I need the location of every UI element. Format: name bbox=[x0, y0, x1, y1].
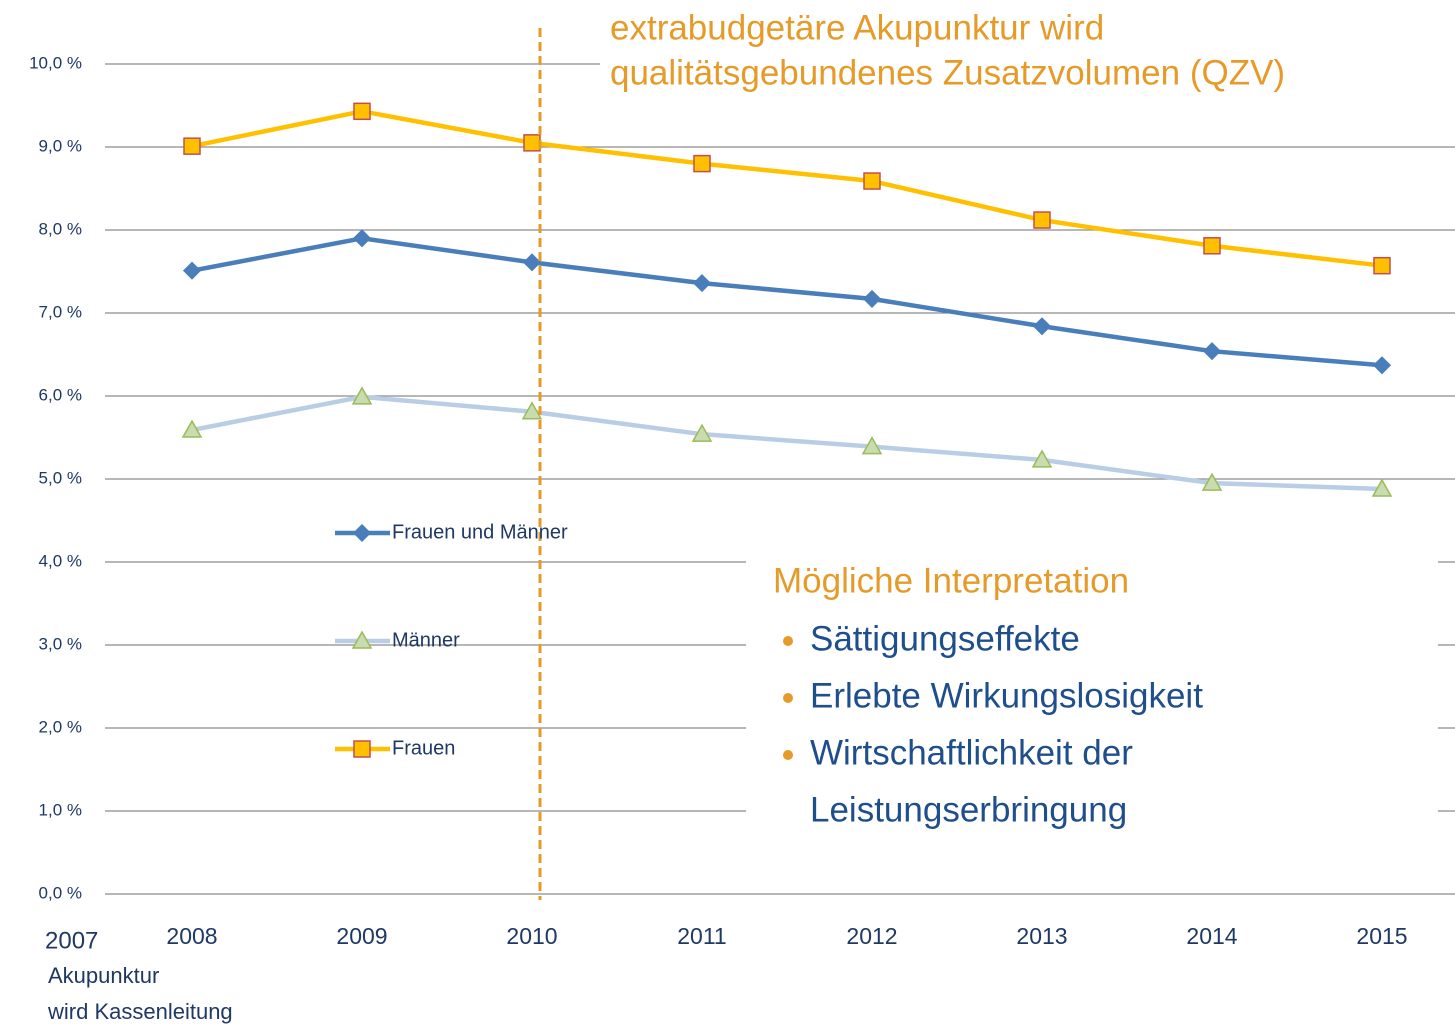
legend-label: Frauen und Männer bbox=[392, 521, 568, 543]
x-tick-label: 2013 bbox=[1016, 923, 1067, 949]
bullet-text: Wirtschaftlichkeit der bbox=[810, 733, 1133, 772]
annotation-box bbox=[600, 0, 1455, 102]
bullet-dot bbox=[783, 636, 793, 646]
x-tick-label: 2010 bbox=[506, 923, 557, 949]
note-text: wird Kassenleitung bbox=[47, 999, 233, 1024]
y-tick-label: 10,0 % bbox=[29, 53, 82, 72]
point bbox=[693, 154, 711, 173]
point bbox=[862, 289, 882, 308]
x-tick-label: 2015 bbox=[1356, 923, 1407, 949]
bullet-text: Leistungserbringung bbox=[810, 790, 1127, 829]
series-layer bbox=[181, 102, 1393, 497]
point bbox=[1203, 237, 1221, 255]
legend-marker bbox=[351, 630, 373, 649]
labels: 0,0 % 1,0 % 2,0 % 3,0 % 4,0 % 5,0 % 6,0 % 7,0 %… bbox=[29, 8, 1408, 1024]
point bbox=[1032, 317, 1052, 336]
y-tick-label: 6,0 % bbox=[39, 385, 82, 404]
series-line bbox=[191, 236, 1383, 368]
y-tick-label: 9,0 % bbox=[39, 136, 82, 155]
bullet-dot bbox=[783, 750, 793, 760]
y-tick-label: 3,0 % bbox=[39, 634, 82, 653]
point bbox=[182, 261, 202, 280]
point bbox=[353, 740, 371, 758]
point bbox=[523, 134, 541, 152]
point bbox=[692, 274, 712, 293]
note-text: Akupunktur bbox=[48, 963, 159, 988]
x-tick-label: 2014 bbox=[1186, 923, 1237, 949]
point bbox=[352, 229, 372, 248]
y-tick-label: 5,0 % bbox=[39, 468, 82, 487]
x-tick-label: 2009 bbox=[336, 923, 387, 949]
point bbox=[1031, 449, 1053, 468]
point bbox=[861, 436, 883, 455]
point bbox=[351, 630, 373, 649]
x-tick-label: 2008 bbox=[166, 923, 217, 949]
point bbox=[351, 386, 373, 405]
x-tick-label: 2012 bbox=[846, 923, 897, 949]
point bbox=[691, 423, 713, 442]
point bbox=[1201, 472, 1223, 491]
point bbox=[352, 523, 372, 543]
y-tick-label: 4,0 % bbox=[39, 551, 82, 570]
point bbox=[521, 401, 543, 420]
legend-label: Männer bbox=[392, 629, 460, 651]
point bbox=[353, 102, 371, 121]
legend-label: Frauen bbox=[392, 737, 455, 759]
bullet-text: Erlebte Wirkungslosigkeit bbox=[810, 676, 1203, 715]
point bbox=[181, 419, 203, 438]
x-tick-label: 2011 bbox=[677, 923, 726, 949]
series-line bbox=[191, 109, 1383, 268]
note-year: 2007 bbox=[45, 927, 98, 954]
point bbox=[863, 172, 881, 190]
legend-marker bbox=[353, 740, 371, 758]
y-tick-label: 2,0 % bbox=[39, 717, 82, 736]
interpretation-box bbox=[746, 552, 1438, 852]
annotation-text: qualitätsgebundenes Zusatzvolumen (QZV) bbox=[610, 53, 1285, 92]
point bbox=[1202, 342, 1222, 361]
legend-marker bbox=[352, 523, 372, 543]
y-tick-label: 7,0 % bbox=[39, 302, 82, 321]
series-line bbox=[191, 394, 1383, 492]
bullet-text: Sättigungseffekte bbox=[810, 619, 1080, 658]
y-tick-label: 8,0 % bbox=[39, 219, 82, 238]
point bbox=[1373, 256, 1391, 275]
y-tick-label: 1,0 % bbox=[39, 800, 82, 819]
interpretation-title: Mögliche Interpretation bbox=[773, 561, 1129, 600]
point bbox=[1033, 211, 1051, 229]
bullet-dot bbox=[783, 693, 793, 703]
point bbox=[183, 137, 201, 155]
point bbox=[1372, 356, 1392, 375]
point bbox=[522, 253, 542, 272]
point bbox=[1371, 478, 1393, 497]
annotation-text: extrabudgetäre Akupunktur wird bbox=[610, 8, 1104, 47]
y-tick-label: 0,0 % bbox=[39, 883, 82, 902]
